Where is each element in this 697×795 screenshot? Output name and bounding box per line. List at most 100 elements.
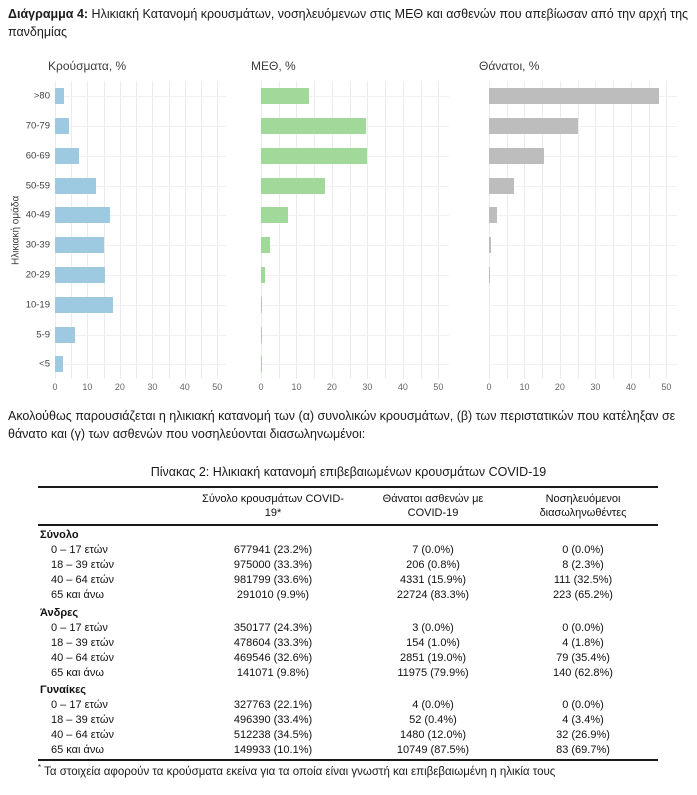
figure-caption: Διάγραμμα 4: Ηλικιακή Κατανομή κρουσμάτω… — [8, 5, 689, 41]
age-group-cell: 0 – 17 ετών — [51, 544, 108, 557]
chart-deaths: Θάνατοι, % 0 10 20 30 40 50 — [479, 59, 677, 397]
horizontal-gridline — [55, 274, 227, 276]
bar-<5 — [55, 356, 64, 373]
table-section-row: Σύνολο — [38, 525, 658, 543]
bar-60-69 — [55, 147, 80, 164]
bar-70-79 — [261, 117, 366, 134]
vertical-gridline — [613, 81, 615, 380]
vertical-gridline — [201, 81, 203, 380]
horizontal-gridline — [261, 334, 449, 336]
bar-50-59 — [489, 177, 514, 194]
age-group-cell: 65 και άνω — [51, 589, 104, 602]
bar-5-9 — [55, 326, 76, 343]
vertical-gridline — [119, 81, 121, 380]
horizontal-gridline — [489, 215, 677, 217]
x-tick-label: 0 — [258, 382, 264, 393]
horizontal-gridline — [55, 304, 227, 306]
bar->80 — [55, 88, 64, 105]
x-tick-label: 50 — [661, 382, 672, 393]
horizontal-gridline — [261, 245, 449, 247]
vertical-gridline — [314, 81, 316, 380]
bar-10-19 — [261, 296, 263, 313]
horizontal-gridline — [261, 96, 449, 98]
value-cell: 975000 (33.3%) — [233, 559, 313, 572]
deaths-x-axis: 0 10 20 30 40 50 — [486, 379, 677, 397]
deaths-plot-area — [489, 81, 677, 380]
vertical-gridline — [420, 81, 422, 380]
age-distribution-table: Σύνολο κρουσμάτων COVID-19* Θάνατοι ασθε… — [38, 486, 658, 761]
value-cell: 0 (0.0%) — [562, 699, 604, 712]
horizontal-gridline — [261, 304, 449, 306]
header-empty — [38, 487, 188, 526]
horizontal-gridline — [55, 96, 227, 98]
age-group-cell: 0 – 17 ετών — [51, 621, 108, 634]
chart-cases-title: Κρούσματα, % — [48, 59, 127, 74]
horizontal-gridline — [489, 364, 677, 366]
vertical-gridline — [367, 81, 369, 380]
x-tick-label: 40 — [179, 382, 190, 393]
table-row: 18 – 39 ετών 478604 (33.3%) 154 (1.0%) 4 (1… — [38, 636, 658, 651]
x-tick-label: 20 — [326, 382, 337, 393]
bar-10-19 — [55, 296, 114, 313]
bar-60-69 — [261, 147, 368, 164]
value-cell: 111 (32.5%) — [553, 574, 613, 587]
section-label: Άνδρες — [40, 606, 79, 619]
bar-20-29 — [55, 266, 105, 283]
vertical-gridline — [524, 81, 526, 380]
age-group-cell: 18 – 39 ετών — [51, 559, 114, 572]
value-cell: 981799 (33.6%) — [233, 574, 313, 587]
value-cell: 3 (0.0%) — [412, 621, 454, 634]
y-axis-category-labels: >80 70-79 60-69 50-59 40-49 30-39 20-29 10-19 5-… — [24, 81, 55, 379]
table-row: 0 – 17 ετών 327763 (22.1%) 4 (0.0%) 0 (0.0%… — [38, 698, 658, 713]
table-header: Σύνολο κρουσμάτων COVID-19* Θάνατοι ασθε… — [38, 486, 658, 526]
vertical-gridline — [278, 81, 280, 380]
value-cell: 350177 (24.3%) — [233, 621, 313, 634]
table-row: 18 – 39 ετών 975000 (33.3%) 206 (0.8%) 8 (2… — [38, 558, 658, 573]
vertical-gridline — [438, 81, 440, 380]
vertical-gridline — [217, 81, 219, 380]
section-label: Σύνολο — [40, 529, 79, 542]
x-tick-label: 40 — [397, 382, 408, 393]
category-label: 60-69 — [25, 150, 50, 162]
vertical-gridline — [595, 81, 597, 380]
cases-x-axis: 0 10 20 30 40 50 — [52, 379, 227, 397]
table-body: Σύνολο 0 – 17 ετών 677941 (23.2%) 7 (0.0%) 0… — [38, 525, 658, 759]
horizontal-gridline — [489, 304, 677, 306]
icu-plot-area — [261, 81, 449, 380]
category-label: <5 — [39, 358, 50, 370]
bar-50-59 — [55, 177, 96, 194]
value-cell: 0 (0.0%) — [562, 621, 604, 634]
chart-icu: ΜΕΘ, % 0 10 20 30 40 50 — [251, 59, 449, 397]
icu-x-axis: 0 10 20 30 40 50 — [258, 379, 449, 397]
table-section-row: Γυναίκες — [38, 681, 658, 698]
age-group-cell: 18 – 39 ετών — [51, 714, 114, 727]
value-cell: 140 (62.8%) — [553, 666, 613, 679]
bar-<5 — [261, 356, 263, 373]
vertical-gridline — [261, 81, 262, 380]
table-row: 18 – 39 ετών 496390 (33.4%) 52 (0.4%) 4 (3.… — [38, 713, 658, 728]
vertical-gridline — [385, 81, 387, 380]
bar-30-39 — [55, 237, 104, 254]
value-cell: 4331 (15.9%) — [399, 574, 467, 587]
bar->80 — [261, 88, 309, 105]
bar-40-49 — [489, 207, 498, 224]
chart-deaths-body: 0 10 20 30 40 50 — [486, 81, 677, 397]
age-group-cell: 65 και άνω — [51, 744, 104, 757]
value-cell: 154 (1.0%) — [406, 636, 460, 649]
age-group-cell: 0 – 17 ετών — [51, 699, 108, 712]
vertical-gridline — [71, 81, 73, 380]
age-group-cell: 40 – 64 ετών — [51, 729, 114, 742]
vertical-gridline — [489, 81, 490, 380]
value-cell: 291010 (9.9%) — [236, 589, 310, 602]
x-tick-label: 30 — [590, 382, 601, 393]
horizontal-gridline — [261, 274, 449, 276]
x-tick-label: 50 — [433, 382, 444, 393]
category-label: >80 — [33, 90, 50, 102]
vertical-gridline — [349, 81, 351, 380]
horizontal-gridline — [55, 215, 227, 217]
x-tick-label: 0 — [486, 382, 492, 393]
bar-20-29 — [489, 266, 490, 283]
chart-cases-plot-wrap: 0 10 20 30 40 50 — [52, 81, 227, 397]
age-group-cell: 40 – 64 ετών — [51, 574, 114, 587]
value-cell: 4 (1.8%) — [562, 636, 604, 649]
